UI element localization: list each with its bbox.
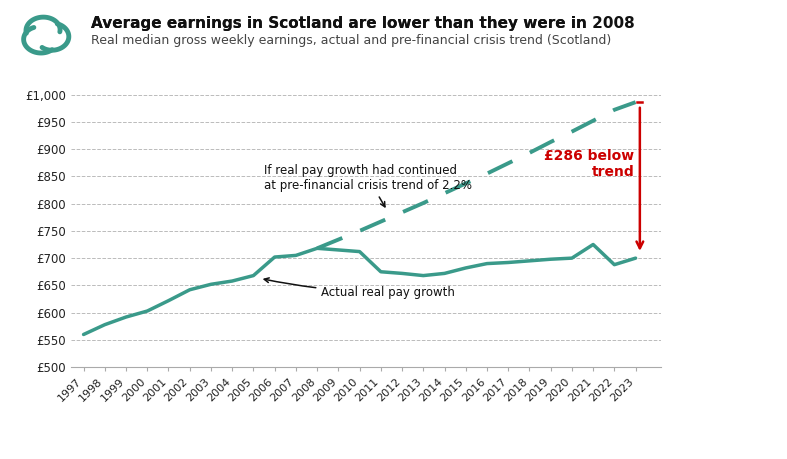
Text: Real median gross weekly earnings, actual and pre-financial crisis trend (Scotla: Real median gross weekly earnings, actua… bbox=[91, 34, 611, 47]
Text: £286 below
trend: £286 below trend bbox=[545, 149, 634, 179]
Text: Average earnings in Scotland are lower than they were in 2008: Average earnings in Scotland are lower t… bbox=[91, 16, 634, 31]
Text: If real pay growth had continued
at pre-financial crisis trend of 2.2%: If real pay growth had continued at pre-… bbox=[264, 164, 472, 207]
Text: Actual real pay growth: Actual real pay growth bbox=[264, 278, 455, 299]
Text: Average earnings in Scotland are lower than they were in: Average earnings in Scotland are lower t… bbox=[91, 16, 592, 31]
